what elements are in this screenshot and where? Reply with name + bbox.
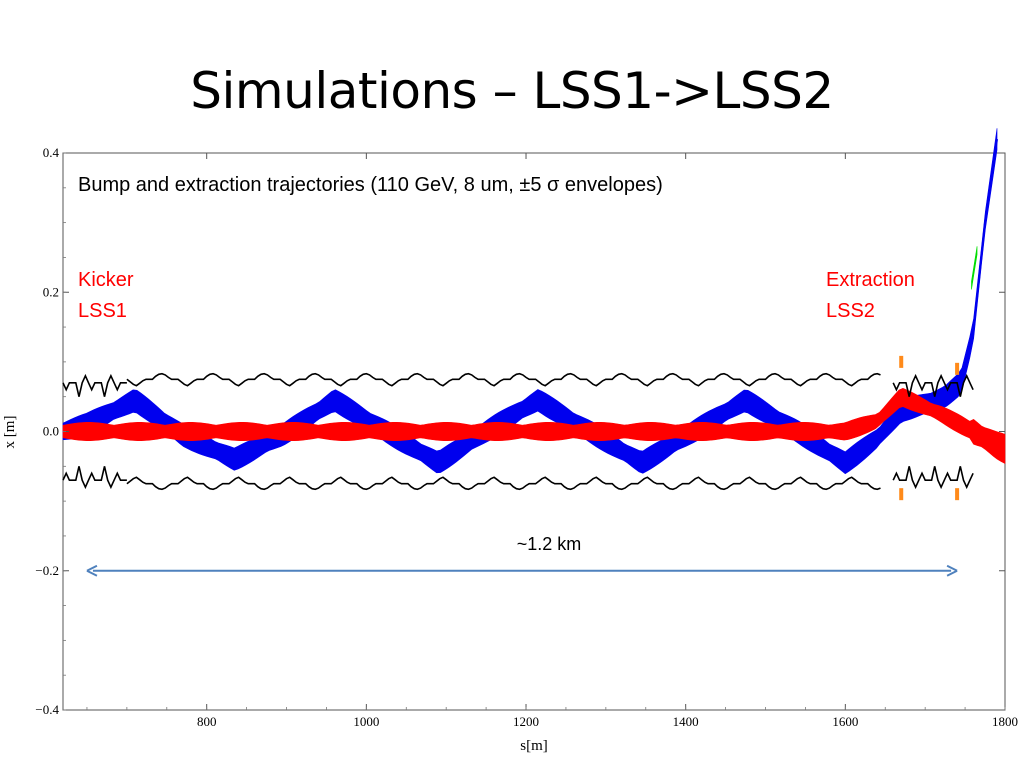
- y-tick-label: 0.2: [43, 284, 59, 299]
- aperture-upper: [126, 372, 881, 387]
- kicker-label-line1: Kicker: [78, 269, 134, 291]
- distance-arrow-right-head: [946, 564, 958, 577]
- x-axis-label: s[m]: [520, 738, 548, 754]
- septum-marker: [899, 488, 904, 501]
- y-tick-label: −0.2: [35, 563, 59, 578]
- septum-marker: [955, 488, 960, 501]
- distance-label: ~1.2 km: [517, 534, 582, 554]
- x-tick-label: 800: [197, 714, 217, 729]
- extraction-label-line1: Extraction: [826, 269, 915, 291]
- x-tick-label: 1200: [513, 714, 539, 729]
- lss2-aperture-upper: [892, 373, 974, 397]
- lss2-aperture-lower: [892, 466, 974, 490]
- beam-envelope-1: [62, 387, 1006, 465]
- lss1-aperture-lower: [62, 466, 127, 490]
- lss1-aperture-upper: [62, 373, 127, 397]
- x-tick-label: 1400: [673, 714, 699, 729]
- kicker-label-line2: LSS1: [78, 300, 127, 322]
- extraction-trajectory-line: [944, 138, 999, 398]
- extraction-label-line2: LSS2: [826, 300, 875, 322]
- x-tick-label: 1600: [832, 714, 858, 729]
- y-tick-label: 0.0: [43, 424, 59, 439]
- distance-arrow-left-head: [86, 564, 98, 577]
- aperture-lower: [126, 476, 881, 491]
- envelopes-layer: [62, 128, 1006, 475]
- x-tick-label: 1800: [992, 714, 1018, 729]
- beam-envelope-2: [971, 246, 978, 290]
- septum-marker: [899, 355, 904, 368]
- axes-layer: 0.4 0.2 0.0 −0.2 −0.4 800 1000 1200 1400 1600 1800: [35, 145, 1018, 729]
- septum-marker: [955, 362, 960, 375]
- y-axis-label: x [m]: [2, 416, 18, 449]
- aperture-layer: [62, 355, 974, 501]
- slide-title: Simulations – LSS1->LSS2: [190, 62, 834, 120]
- description-annotation: Bump and extraction trajectories (110 Ge…: [78, 174, 663, 196]
- y-tick-label: 0.4: [43, 145, 60, 160]
- y-tick-label: −0.4: [35, 702, 59, 717]
- distance-arrow: [86, 564, 958, 577]
- x-tick-label: 1000: [353, 714, 379, 729]
